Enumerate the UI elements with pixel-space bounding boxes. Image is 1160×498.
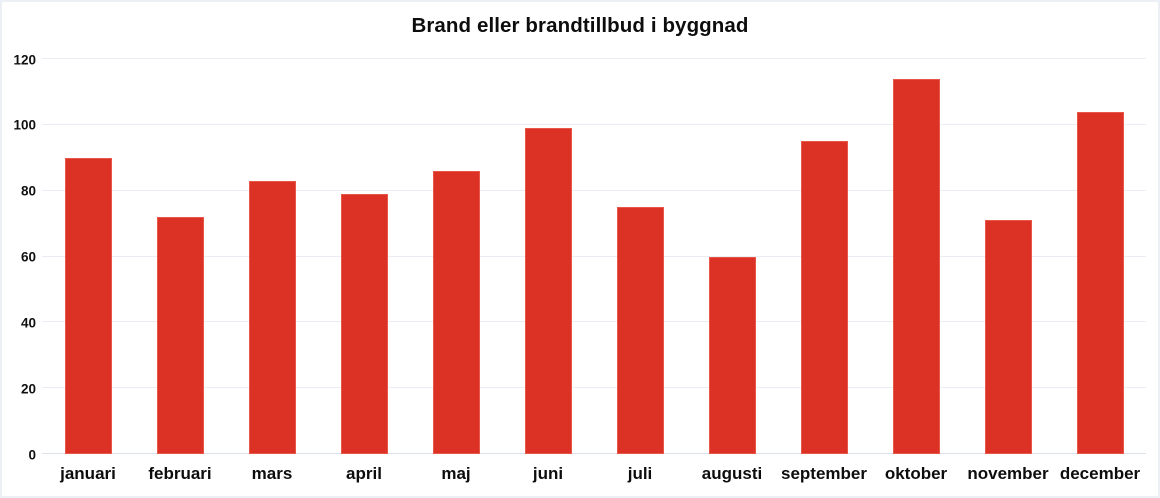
bar-november [984, 220, 1032, 454]
bar-februari [156, 217, 204, 454]
ytick-label-60: 60 [20, 249, 36, 265]
bar-oktober [892, 78, 940, 454]
bar-mars [248, 180, 296, 454]
plot-area [42, 58, 1146, 454]
gridline-80 [42, 189, 1146, 191]
ytick-label-120: 120 [13, 52, 36, 67]
ytick-label-20: 20 [20, 381, 36, 397]
bar-april [340, 193, 388, 454]
ytick-label-80: 80 [20, 183, 36, 199]
bar-maj [432, 170, 480, 454]
x-axis: januari februari mars april maj juni juli augus… [42, 462, 1146, 492]
ytick-label-100: 100 [13, 117, 36, 133]
bar-juni [524, 128, 572, 454]
gridline-20 [42, 387, 1146, 389]
xtick-label-juli: juli [627, 464, 653, 483]
xtick-label-februari: februari [148, 464, 212, 483]
gridline-120 [42, 58, 1146, 59]
bar-juli [616, 207, 664, 454]
gridline-60 [42, 255, 1146, 257]
ytick-label-0: 0 [28, 447, 36, 462]
ytick-label-40: 40 [20, 315, 36, 331]
xtick-label-mars: mars [251, 464, 293, 483]
bar-augusti [708, 256, 756, 454]
y-axis: 0 20 40 60 80 100 120 [2, 52, 36, 462]
xtick-label-juni: juni [532, 464, 564, 483]
xtick-label-januari: januari [60, 464, 116, 483]
gridline-0 [42, 453, 1146, 454]
xtick-label-maj: maj [441, 464, 471, 483]
xtick-label-augusti: augusti [701, 464, 763, 483]
gridline-40 [42, 321, 1146, 323]
xtick-label-december: december [1059, 464, 1141, 483]
gridline-100 [42, 123, 1146, 125]
xtick-label-oktober: oktober [884, 464, 948, 483]
chart-title: Brand eller brandtillbud i byggnad [411, 14, 749, 37]
bar-december [1076, 111, 1124, 454]
bar-september [800, 141, 848, 454]
xtick-label-september: september [781, 464, 867, 483]
bar-januari [64, 157, 112, 454]
xtick-label-november: november [967, 464, 1049, 483]
xtick-label-april: april [346, 464, 382, 483]
